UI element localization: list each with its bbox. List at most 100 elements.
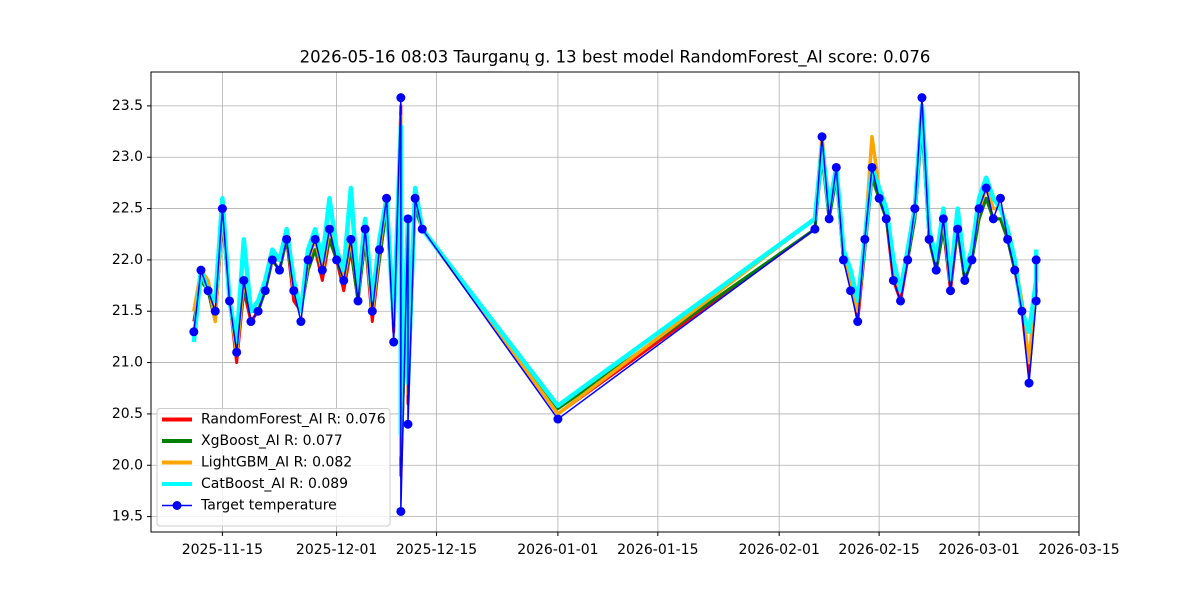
data-point [217,204,227,214]
data-point [1017,306,1027,316]
data-point [289,286,299,296]
data-point [896,296,906,306]
data-point [910,204,920,214]
data-point [346,234,356,244]
data-point [360,224,370,234]
x-tick-label: 2026-02-15 [838,542,919,558]
data-point [838,255,848,265]
data-point [1031,255,1041,265]
legend: RandomForest_AI R: 0.076 XgBoost_AI R: 0.… [156,408,391,527]
data-point [189,327,199,337]
data-point [367,306,377,316]
data-point [324,224,334,234]
legend-label: CatBoost_AI R: 0.089 [201,476,348,492]
legend-label: RandomForest_AI R: 0.076 [201,412,386,428]
data-point [1024,378,1034,388]
data-point [267,255,277,265]
grid: 19.5 20.0 20.5 21.0 21.5 22.0 22.5 23.0 23.5 2025… [112,72,1120,558]
data-point [988,214,998,224]
chart-title: 2026-05-16 08:03 Taurganų g. 13 best mod… [300,48,931,68]
data-point [1010,265,1020,275]
x-tick-label: 2026-03-01 [938,542,1019,558]
data-point [232,347,242,357]
data-point [403,214,413,224]
data-point [867,162,877,172]
data-point [353,296,363,306]
x-tick-label: 2025-12-01 [296,542,377,558]
data-point [374,245,384,255]
data-point [946,286,956,296]
data-point [881,214,891,224]
data-point [332,255,342,265]
data-point [225,296,235,306]
data-point [995,193,1005,203]
y-tick-label: 21.0 [112,355,143,371]
data-point [931,265,941,275]
data-point [274,265,284,275]
y-tick-label: 19.5 [112,509,143,525]
data-point [903,255,913,265]
legend-label: Target temperature [200,498,337,514]
data-point [339,275,349,285]
x-tick-label: 2026-03-15 [1038,542,1119,558]
data-point [310,234,320,244]
legend-box [156,408,391,527]
data-point [860,234,870,244]
data-point [967,255,977,265]
data-point [846,286,856,296]
data-point [1003,234,1013,244]
x-tick-label: 2026-01-01 [517,542,598,558]
data-point [888,275,898,285]
data-point [831,162,841,172]
data-point [874,193,884,203]
data-point [553,414,563,424]
data-point [824,214,834,224]
y-tick-label: 22.0 [112,252,143,268]
data-point [389,337,399,347]
data-point [296,317,306,327]
x-tick-label: 2026-01-15 [617,542,698,558]
data-point [196,265,206,275]
data-point [396,93,406,103]
legend-label: XgBoost_AI R: 0.077 [201,433,343,449]
y-tick-label: 23.0 [112,149,143,165]
data-point [282,234,292,244]
data-point [917,93,927,103]
data-point [981,183,991,193]
y-tick-label: 20.0 [112,457,143,473]
data-point [260,286,270,296]
data-point [403,419,413,429]
data-point [924,234,934,244]
data-point [417,224,427,234]
data-point [974,204,984,214]
legend-marker [172,501,182,510]
axes-frame [150,71,1080,533]
data-point [210,306,220,316]
y-tick-label: 20.5 [112,406,143,422]
data-point [938,214,948,224]
data-point [953,224,963,234]
y-tick-label: 21.5 [112,303,143,319]
y-tick-label: 22.5 [112,201,143,217]
data-point [203,286,213,296]
data-point [853,317,863,327]
y-tick-label: 23.5 [112,98,143,114]
data-point [239,275,249,285]
data-point [817,132,827,142]
x-tick-label: 2025-11-15 [182,542,263,558]
data-point [246,317,256,327]
x-tick-label: 2026-02-01 [738,542,819,558]
data-point [382,193,392,203]
x-tick-label: 2025-12-15 [396,542,477,558]
data-point [1031,296,1041,306]
data-point [303,255,313,265]
data-point [810,224,820,234]
data-point [253,306,263,316]
data-point [317,265,327,275]
plot-area [189,93,1041,516]
data-point [396,506,406,516]
legend-label: LightGBM_AI R: 0.082 [201,455,352,471]
data-point [410,193,420,203]
data-point [960,275,970,285]
